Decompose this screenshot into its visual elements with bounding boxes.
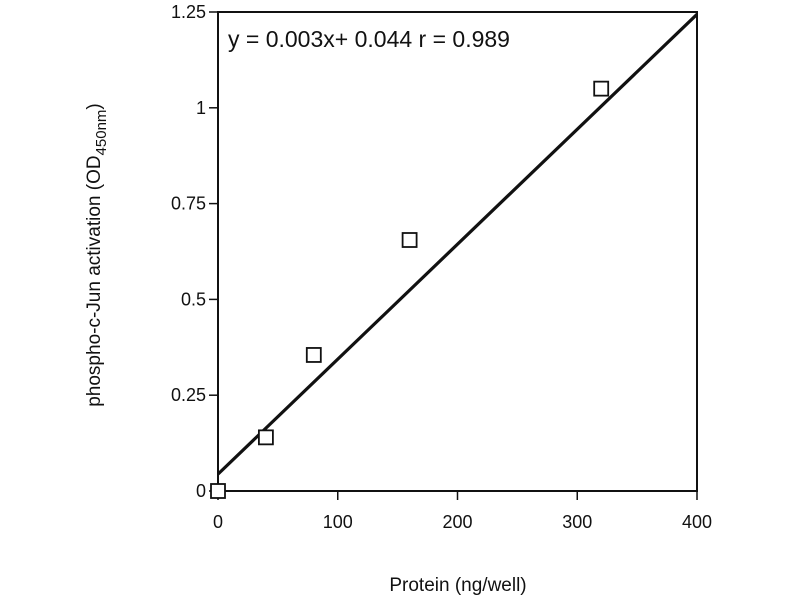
x-axis-label: Protein (ng/well) (389, 575, 526, 596)
y-tick-label: 1.25 (171, 2, 206, 22)
y-axis-label-close: ) (84, 103, 105, 109)
y-axis-label: phospho-c-Jun activation (OD450nm) (84, 103, 110, 407)
y-tick-label: 1 (196, 98, 206, 118)
y-tick-label: 0.75 (171, 194, 206, 214)
data-point (593, 80, 610, 97)
points-layer (210, 80, 610, 499)
x-tick-label: 400 (682, 512, 712, 532)
data-point (401, 232, 418, 248)
x-tick-label: 300 (562, 512, 592, 532)
x-tick-label: 0 (213, 512, 223, 532)
y-tick-label: 0.25 (171, 385, 206, 405)
data-point (305, 347, 322, 363)
data-point (257, 429, 274, 446)
axes-layer: 0 100 200 300 400 0 0.25 0.5 0.75 1 1.25 (171, 2, 712, 532)
fit-equation-annotation: y = 0.003x+ 0.044 r = 0.989 (228, 26, 510, 52)
y-tick-label: 0 (196, 481, 206, 501)
y-axis-label-subscript: 450nm (93, 110, 110, 156)
x-tick-label: 200 (442, 512, 472, 532)
x-tick-label: 100 (323, 512, 353, 532)
data-point (210, 483, 226, 499)
regression-line (216, 13, 699, 476)
y-axis-label-main: phospho-c-Jun activation (OD (84, 155, 105, 406)
labels-layer: y = 0.003x+ 0.044 r = 0.989 Protein (ng/… (84, 26, 527, 596)
y-tick-label: 0.5 (181, 289, 206, 309)
fit-line-layer (216, 13, 699, 476)
